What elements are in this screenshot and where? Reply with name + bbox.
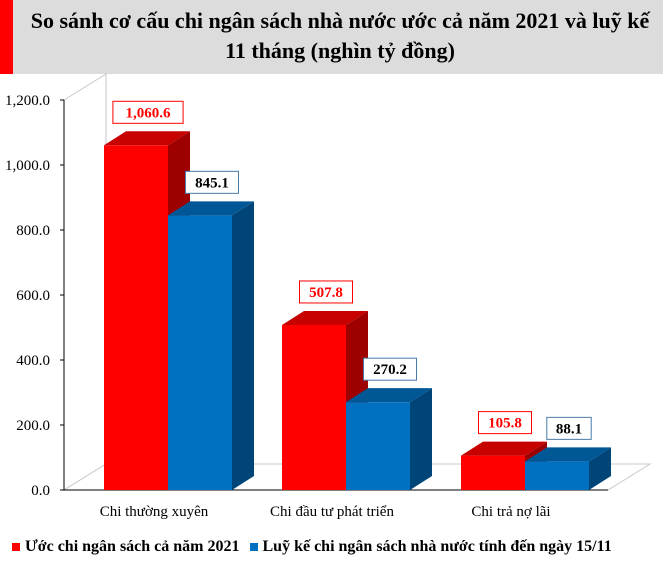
y-tick-label: 1,000.0 [5, 158, 50, 174]
bar-top [168, 201, 254, 216]
data-label-box [112, 100, 184, 124]
bar-top [282, 310, 368, 325]
data-label-box [363, 357, 417, 381]
bar-top [461, 441, 547, 456]
y-tick-label: 800.0 [16, 223, 50, 239]
chart-title-bar: So sánh cơ cấu chi ngân sách nhà nước ướ… [0, 0, 663, 74]
data-label: 1,060.6 [126, 105, 172, 121]
data-label-box [299, 280, 353, 304]
chart-title: So sánh cơ cấu chi ngân sách nhà nước ướ… [30, 8, 650, 63]
data-label: 845.1 [195, 175, 229, 191]
legend-swatch-1 [12, 543, 20, 551]
side-wall [63, 73, 107, 491]
legend: Ước chi ngân sách cả năm 2021 Luỹ kế chi… [12, 538, 618, 556]
y-tick-label: 200.0 [16, 418, 50, 434]
bar-front [461, 455, 525, 490]
bar-front [104, 145, 168, 490]
legend-swatch-2 [249, 543, 258, 551]
bar-front [525, 461, 589, 490]
y-tick-label: 600.0 [16, 288, 50, 304]
data-label: 270.2 [373, 362, 407, 378]
data-label: 88.1 [556, 421, 582, 437]
y-tick-label: 400.0 [16, 353, 50, 369]
legend-item-1: Ước chi ngân sách cả năm 2021 [12, 538, 240, 556]
data-label-box [546, 416, 592, 440]
x-category-label: Chi thường xuyên [100, 504, 209, 520]
bar-side [410, 388, 432, 490]
bar-top [346, 388, 432, 403]
bar-top [525, 447, 611, 462]
data-label-box [478, 411, 532, 435]
bar-front [346, 402, 410, 490]
data-label: 507.8 [309, 285, 343, 301]
bar-side [589, 447, 611, 490]
y-tick-label: 1,200.0 [5, 93, 50, 109]
bar-front [168, 215, 232, 490]
bar-front [282, 324, 346, 490]
x-category-label: Chi trả nợ lãi [471, 504, 550, 520]
data-label-box [185, 170, 239, 194]
chart-plot: 0.0 200.0 400.0 600.0 800.0 1,000.0 1,200.0 1,0… [5, 73, 652, 520]
legend-item-2: Luỹ kế chi ngân sách nhà nước tính đến n… [249, 538, 612, 556]
x-category-label: Chi đầu tư phát triển [270, 504, 394, 520]
data-label: 105.8 [488, 416, 522, 432]
y-tick-label: 0.0 [31, 483, 50, 499]
legend-label-2: Luỹ kế chi ngân sách nhà nước tính đến n… [262, 538, 612, 555]
title-accent-bar [0, 0, 13, 74]
bar-side [232, 201, 254, 490]
bar-top [104, 131, 190, 146]
legend-label-1: Ước chi ngân sách cả năm 2021 [25, 538, 240, 555]
